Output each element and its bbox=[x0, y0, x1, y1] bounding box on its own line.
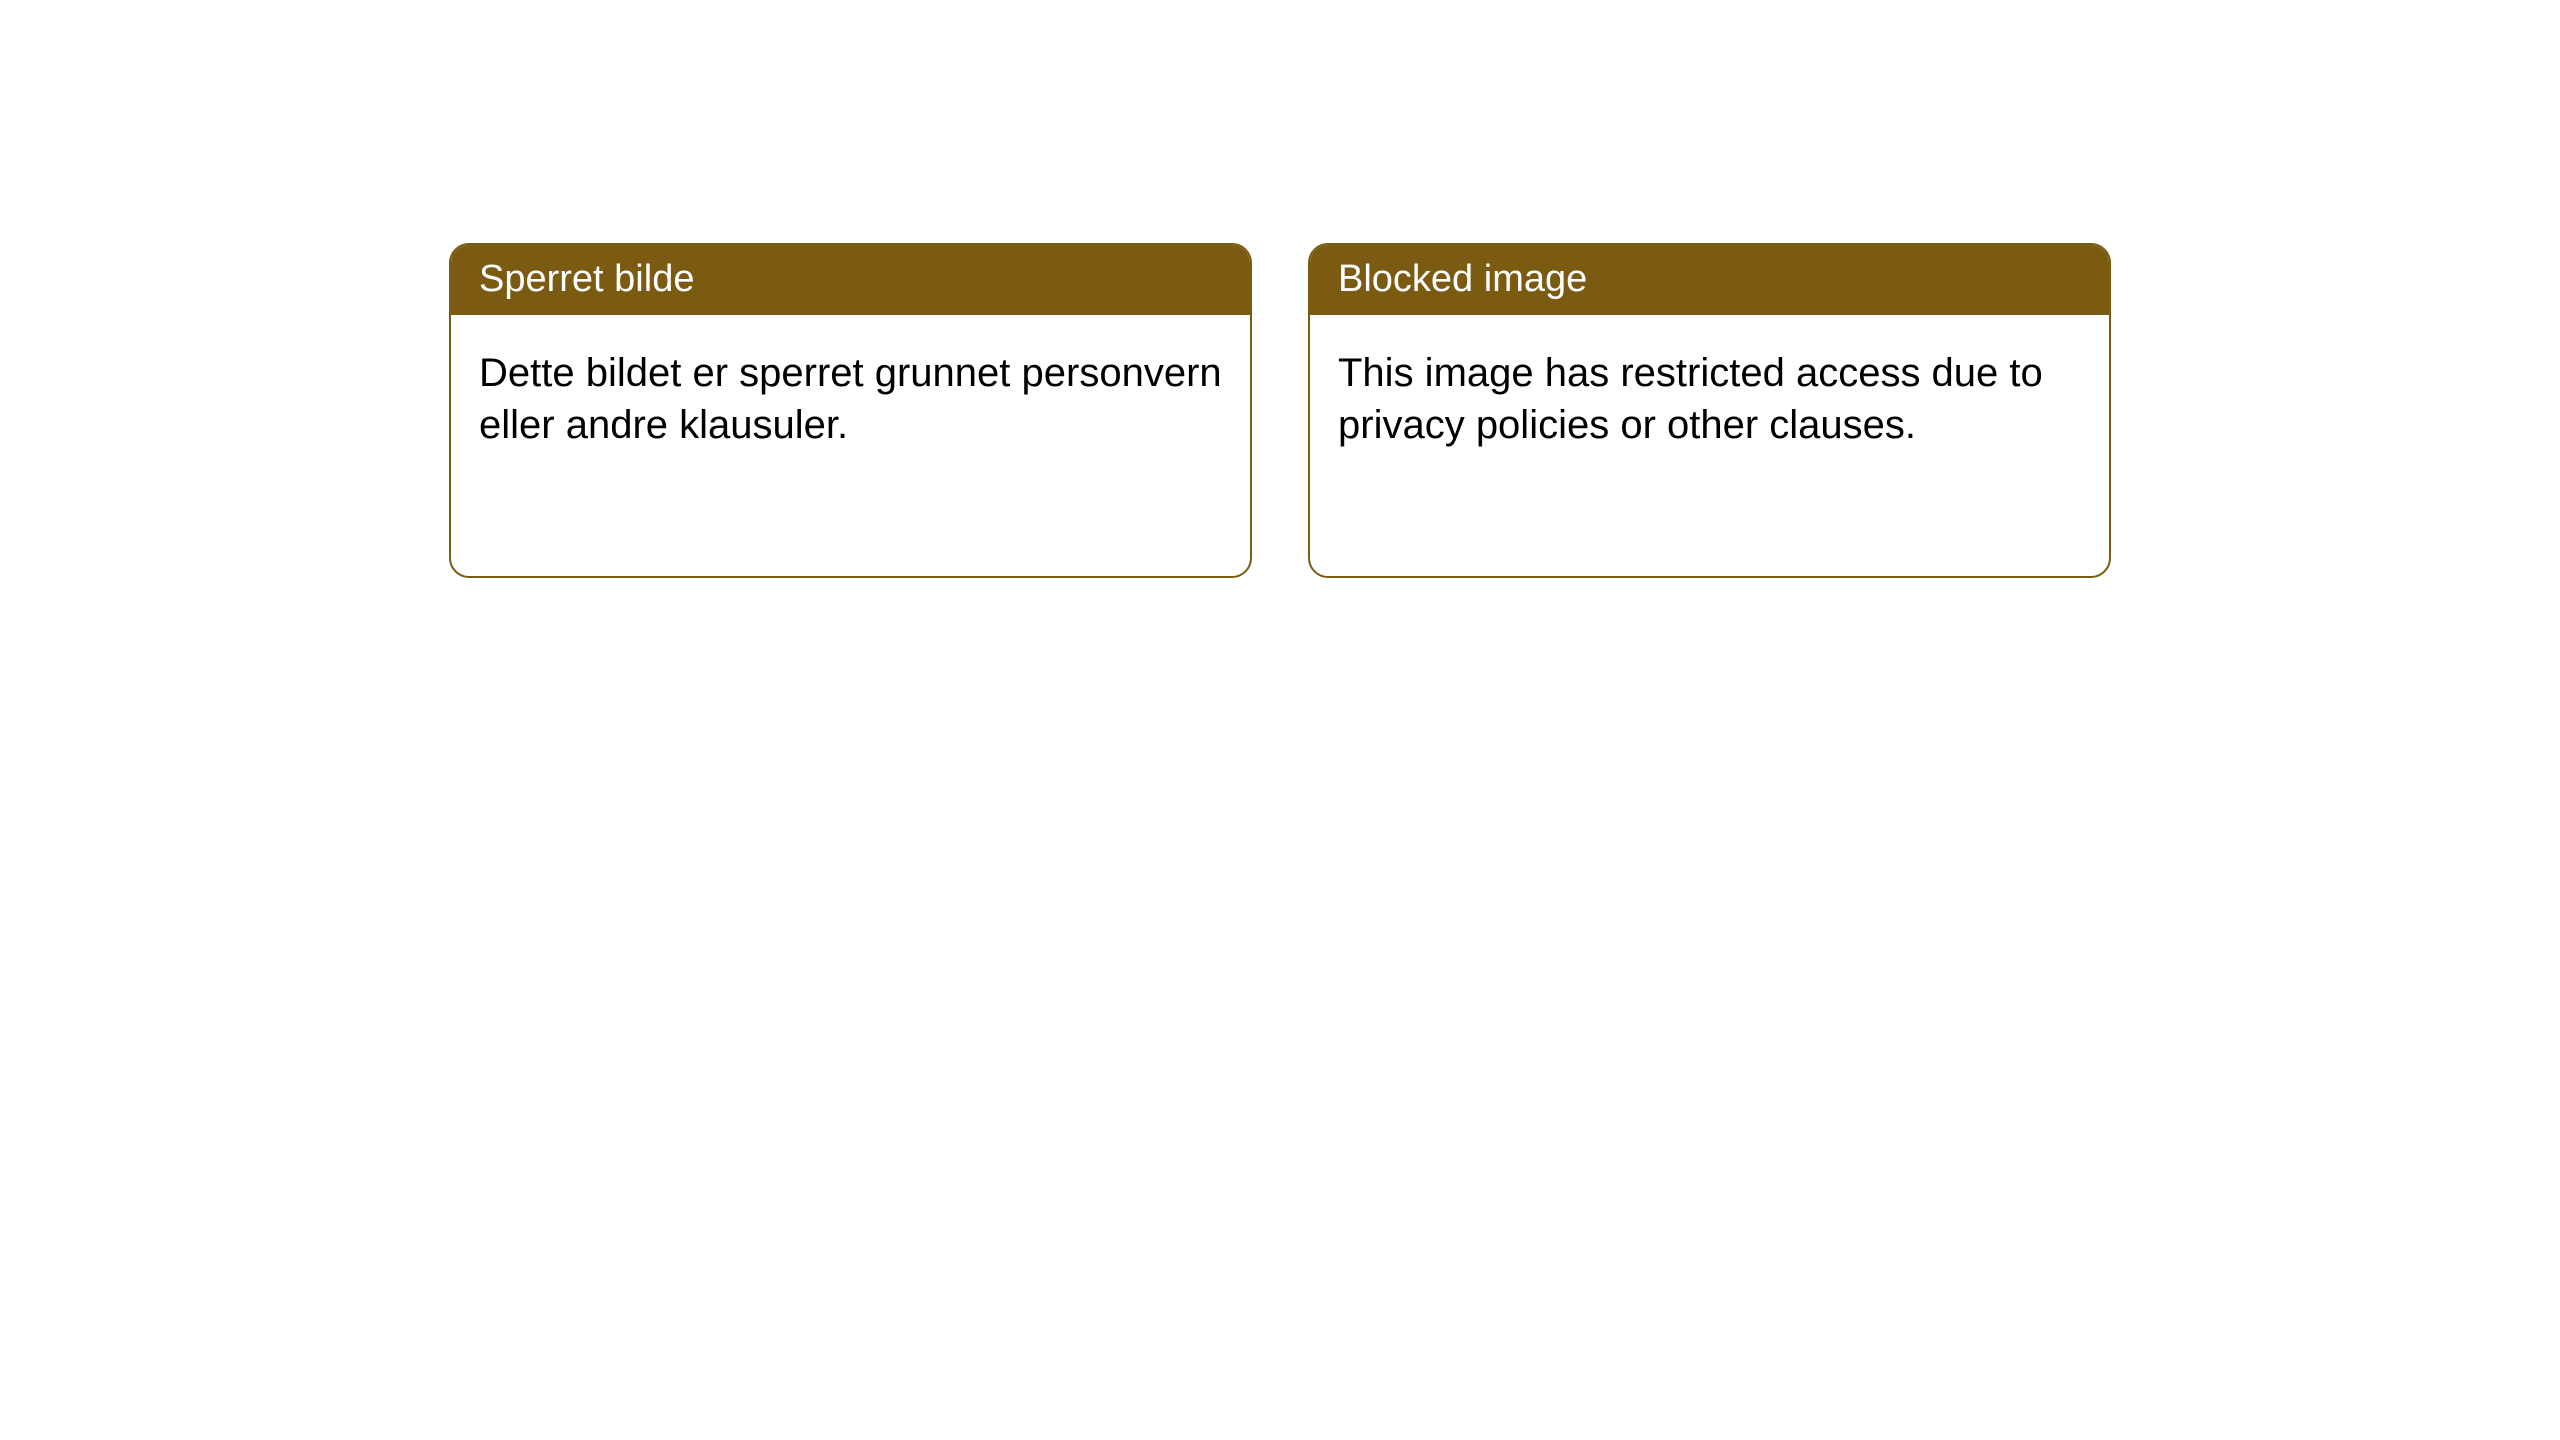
blocked-image-card-en: Blocked image This image has restricted … bbox=[1308, 243, 2111, 578]
card-body-en: This image has restricted access due to … bbox=[1310, 315, 2109, 483]
card-header-no: Sperret bilde bbox=[451, 245, 1250, 315]
card-header-en: Blocked image bbox=[1310, 245, 2109, 315]
blocked-image-card-no: Sperret bilde Dette bildet er sperret gr… bbox=[449, 243, 1252, 578]
notice-cards-container: Sperret bilde Dette bildet er sperret gr… bbox=[449, 243, 2111, 578]
card-body-no: Dette bildet er sperret grunnet personve… bbox=[451, 315, 1250, 483]
